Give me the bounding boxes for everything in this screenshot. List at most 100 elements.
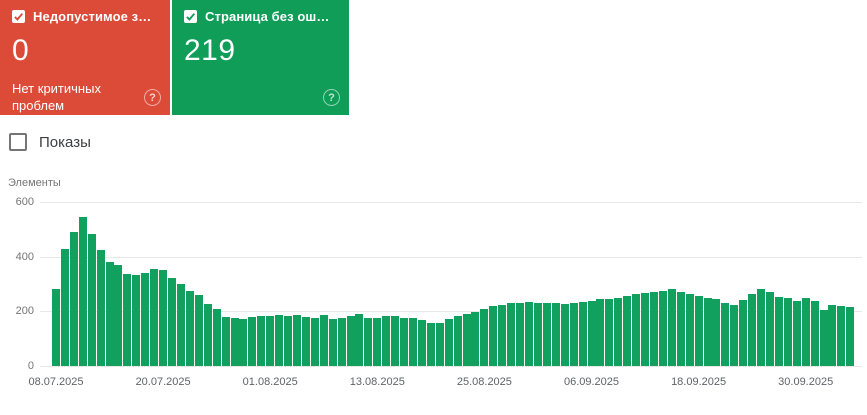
bar <box>551 303 560 366</box>
x-tick-label: 06.09.2025 <box>563 376 620 388</box>
bar <box>667 289 676 366</box>
impressions-label: Показы <box>39 133 91 151</box>
bar <box>105 261 114 366</box>
bar <box>766 292 774 366</box>
bar <box>542 303 551 366</box>
bar <box>382 316 391 366</box>
gridline-y0 <box>40 366 862 367</box>
bar <box>248 316 257 366</box>
bar <box>123 274 132 366</box>
x-tick-label: 20.07.2025 <box>135 376 191 388</box>
x-tick-label: 30.09.2025 <box>778 376 834 388</box>
bar <box>69 232 78 366</box>
bar <box>417 320 426 366</box>
bar <box>185 290 194 366</box>
bar <box>203 304 212 366</box>
x-tick-label: 13.08.2025 <box>349 376 405 388</box>
help-icon[interactable]: ? <box>323 89 340 106</box>
bar <box>346 316 355 366</box>
chart: 0 200 400 600 08.07.2025 20.07.2025 01.08.2025… <box>0 190 867 405</box>
bar <box>96 250 105 366</box>
bar <box>783 297 792 366</box>
bar <box>605 298 614 366</box>
bar <box>819 309 828 366</box>
checkbox-checked-icon[interactable] <box>184 10 197 23</box>
bar <box>221 316 230 366</box>
bar <box>498 304 507 366</box>
bar <box>462 314 471 366</box>
bar <box>292 315 301 366</box>
card-valid-pages[interactable]: Страница без ош… 219 ? <box>172 0 349 115</box>
bar <box>60 249 69 366</box>
summary-cards: Недопустимое з… 0 Нет критичных проблем … <box>0 0 349 115</box>
bar <box>837 306 846 366</box>
bar <box>364 318 373 366</box>
bar <box>846 306 855 366</box>
bar <box>266 315 275 366</box>
card-errors[interactable]: Недопустимое з… 0 Нет критичных проблем … <box>0 0 170 115</box>
chart-axis-title: Элементы <box>8 177 61 189</box>
bar <box>435 323 444 366</box>
x-tick-label: 18.09.2025 <box>671 376 727 388</box>
help-icon[interactable]: ? <box>144 89 161 106</box>
bar <box>426 322 435 366</box>
bar <box>328 318 337 366</box>
bar <box>810 301 819 366</box>
bar <box>150 268 159 366</box>
bar <box>525 302 534 366</box>
y-tick-label: 400 <box>15 250 34 263</box>
bar <box>168 277 177 366</box>
bar <box>212 308 221 366</box>
impressions-filter[interactable]: Показы <box>9 133 91 151</box>
bar <box>792 301 801 366</box>
bar <box>649 291 658 366</box>
bar <box>569 302 578 366</box>
bar <box>373 317 382 366</box>
card-errors-subtitle: Нет критичных проблем <box>12 81 101 113</box>
bar <box>239 319 248 366</box>
checkmark-icon <box>14 13 24 21</box>
bar <box>560 303 569 366</box>
bar <box>712 299 721 366</box>
bar <box>444 319 453 366</box>
bar <box>489 306 498 366</box>
bar <box>319 315 328 366</box>
bar <box>828 305 837 366</box>
bar <box>471 312 480 366</box>
bar <box>400 317 409 366</box>
y-tick-label: 0 <box>27 360 34 372</box>
checkbox-checked-icon[interactable] <box>12 10 25 23</box>
bar <box>757 288 766 366</box>
checkbox-unchecked-icon[interactable] <box>9 133 27 151</box>
bar <box>257 315 266 366</box>
bar <box>739 300 748 366</box>
bar <box>391 316 400 366</box>
bar <box>801 298 810 366</box>
bar <box>337 318 346 366</box>
card-errors-value: 0 <box>12 34 30 67</box>
bar <box>480 309 489 366</box>
gridline-y600 <box>40 202 862 203</box>
bar <box>587 300 596 366</box>
bar <box>284 315 293 366</box>
x-tick-label: 08.07.2025 <box>28 376 84 388</box>
y-tick-label: 200 <box>15 305 34 318</box>
bar <box>596 299 605 366</box>
gridline-y200 <box>40 311 862 313</box>
bar <box>632 294 641 366</box>
bar <box>87 233 96 366</box>
bar <box>507 303 516 366</box>
bar <box>641 293 650 366</box>
bar <box>141 272 150 366</box>
x-tick-label: 01.08.2025 <box>242 376 298 388</box>
card-valid-header: Страница без ош… <box>184 9 337 24</box>
bar <box>52 289 60 366</box>
bar <box>533 302 542 366</box>
bar <box>748 293 757 366</box>
x-tick-label: 25.08.2025 <box>456 376 512 388</box>
bar <box>78 217 87 366</box>
y-tick-label: 600 <box>15 196 34 208</box>
card-valid-title: Страница без ош… <box>205 9 330 24</box>
bar <box>176 284 185 366</box>
bar <box>730 305 739 366</box>
